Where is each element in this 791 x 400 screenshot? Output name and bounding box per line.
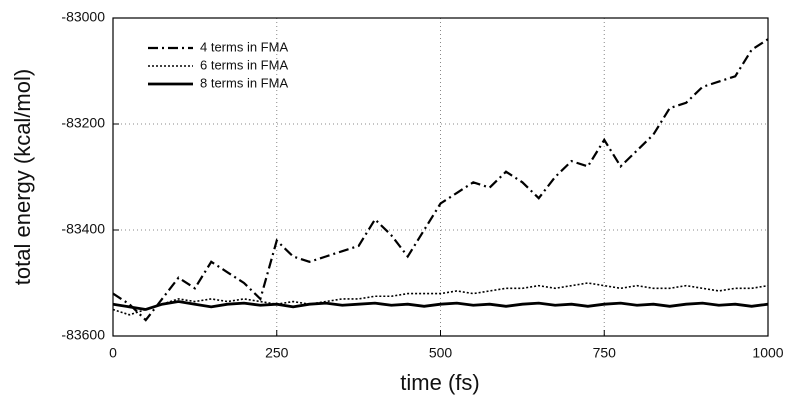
y-tick-label: -83400 (61, 221, 105, 237)
y-tick-label: -83200 (61, 115, 105, 131)
x-tick-label: 1000 (752, 345, 783, 361)
legend-label: 6 terms in FMA (200, 57, 288, 72)
legend-label: 4 terms in FMA (200, 39, 288, 54)
series-line (112, 38, 769, 322)
x-tick-label: 750 (593, 345, 617, 361)
plot-frame (112, 17, 769, 337)
y-tick-label: -83000 (61, 9, 105, 25)
x-tick-label: 0 (109, 345, 117, 361)
series-line (112, 282, 769, 316)
x-tick-label: 500 (429, 345, 453, 361)
y-tick-label: -83600 (61, 327, 105, 343)
series-line (112, 300, 769, 311)
legend-label: 8 terms in FMA (200, 75, 288, 90)
x-tick-label: 250 (265, 345, 289, 361)
x-axis-label: time (fs) (400, 370, 479, 395)
y-axis-label: total energy (kcal/mol) (10, 69, 35, 285)
